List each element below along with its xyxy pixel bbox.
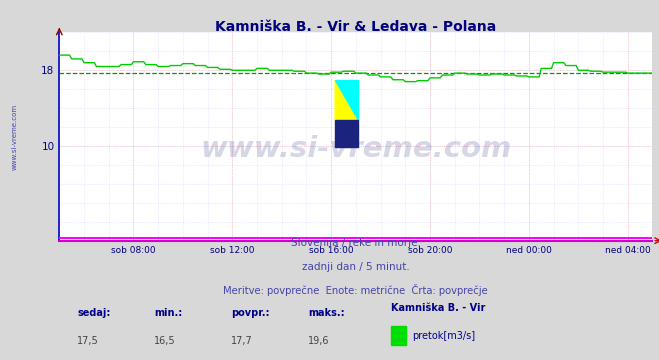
Text: 16,5: 16,5	[154, 336, 176, 346]
Text: povpr.:: povpr.:	[231, 308, 270, 318]
Polygon shape	[335, 80, 358, 120]
Text: pretok[m3/s]: pretok[m3/s]	[413, 331, 475, 341]
Bar	[391, 326, 406, 345]
Text: maks.:: maks.:	[308, 308, 345, 318]
Text: Slovenija / reke in morje.: Slovenija / reke in morje.	[291, 238, 421, 248]
Text: www.si-vreme.com: www.si-vreme.com	[200, 135, 511, 163]
Text: zadnji dan / 5 minut.: zadnji dan / 5 minut.	[302, 261, 410, 271]
Text: www.si-vreme.com: www.si-vreme.com	[12, 103, 18, 170]
Bar	[335, 120, 358, 147]
Text: Meritve: povprečne  Enote: metrične  Črta: povprečje: Meritve: povprečne Enote: metrične Črta:…	[223, 284, 488, 296]
Text: Kamniška B. - Vir: Kamniška B. - Vir	[391, 303, 486, 313]
Text: 17,5: 17,5	[77, 336, 99, 346]
Text: 17,7: 17,7	[231, 336, 253, 346]
Text: sedaj:: sedaj:	[77, 308, 111, 318]
Polygon shape	[335, 80, 358, 120]
Text: Kamniška B. - Vir & Ledava - Polana: Kamniška B. - Vir & Ledava - Polana	[215, 20, 496, 34]
Text: 19,6: 19,6	[308, 336, 330, 346]
Text: min.:: min.:	[154, 308, 183, 318]
